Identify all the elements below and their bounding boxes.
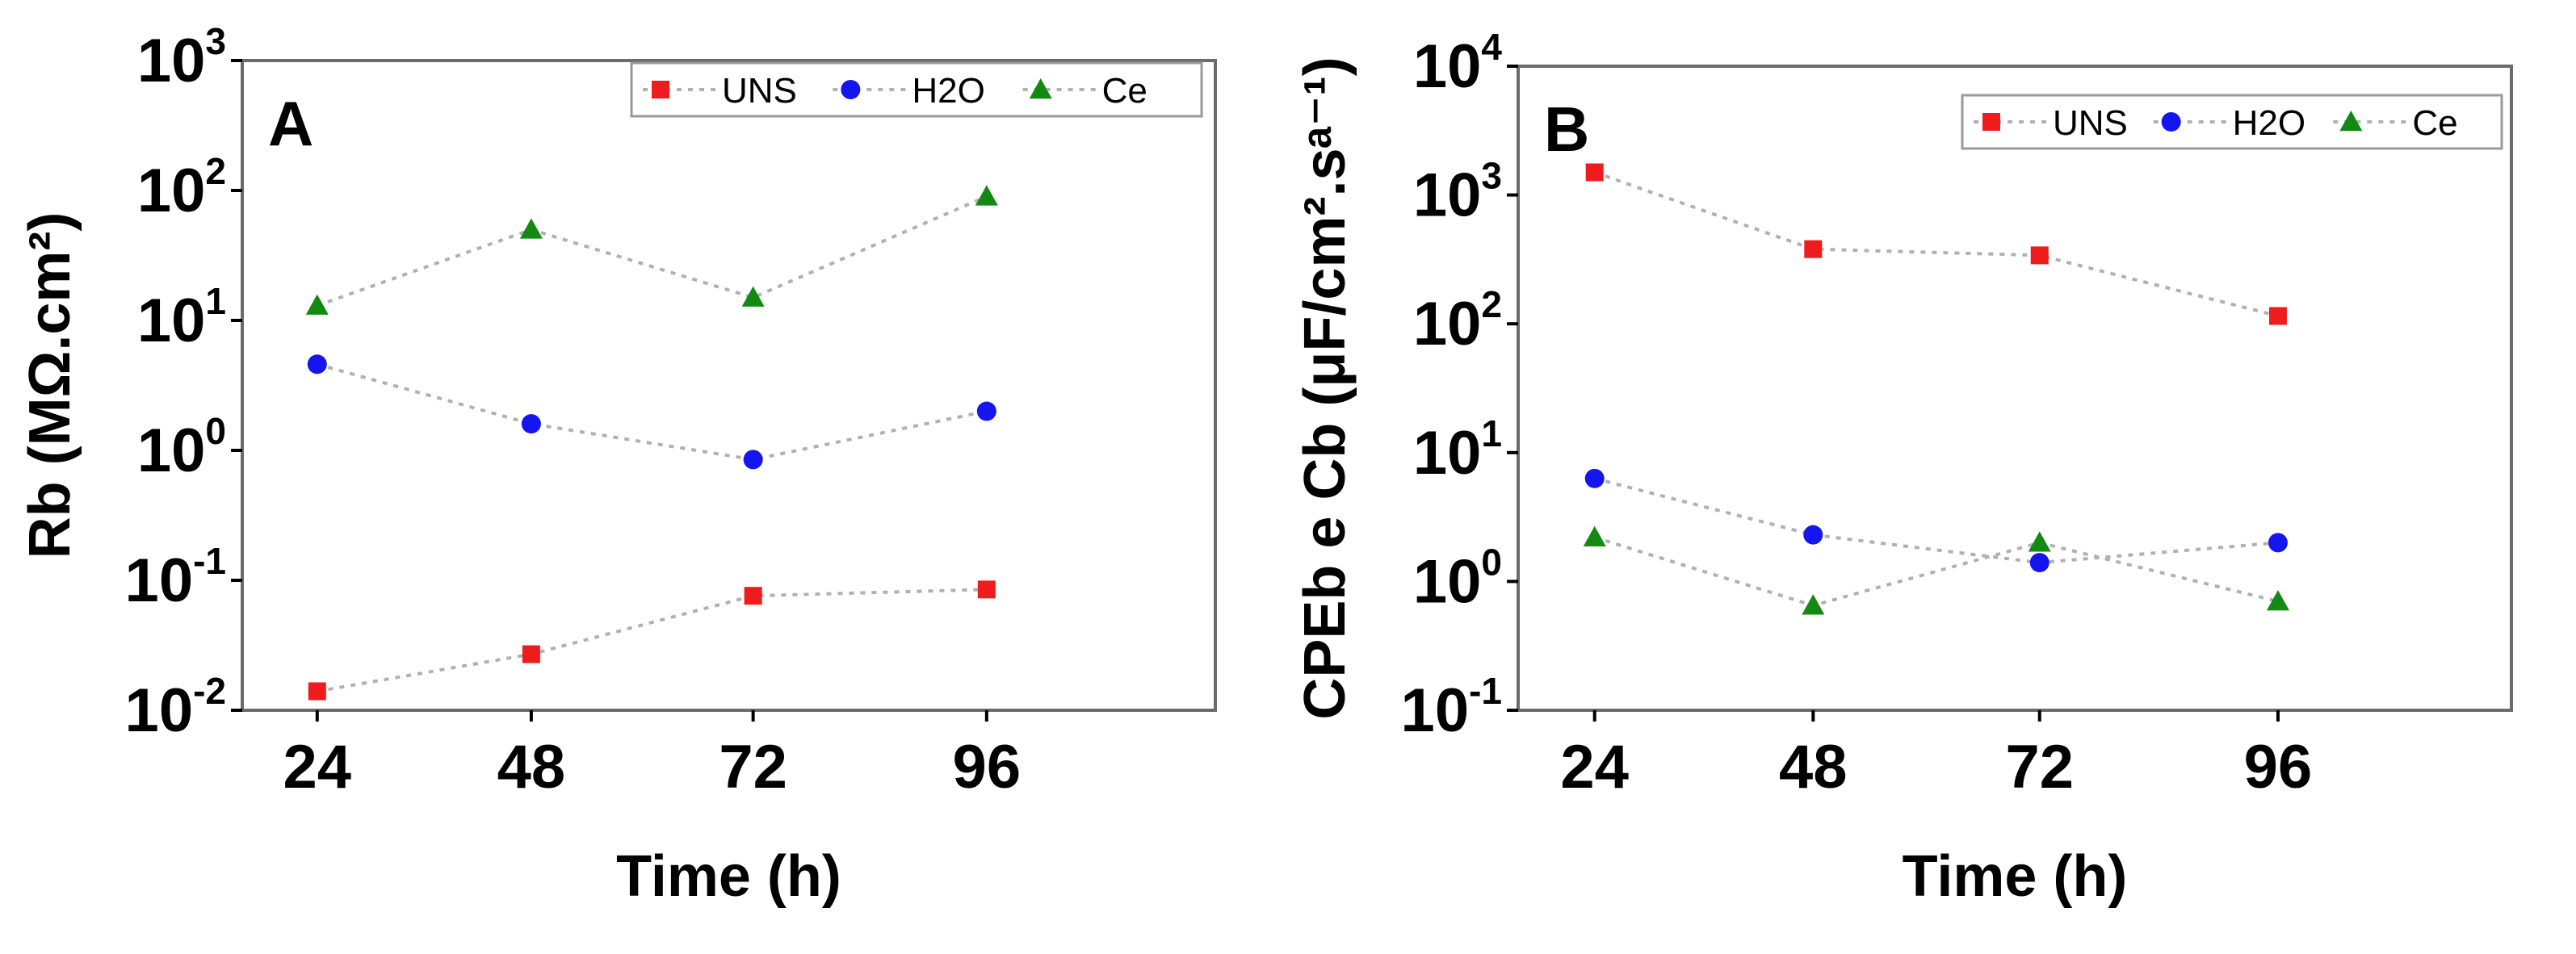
series-line-uns [317,588,987,693]
y-tick-label: 103 [1413,155,1502,230]
y-axis-title: CPEb e Cb (μF/cm².sᵃ⁻¹) [1293,56,1357,719]
legend-marker-uns [1982,113,2000,131]
legend-label-h2o: H2O [2233,103,2305,143]
y-tick-label: 101 [1413,412,1502,487]
legend-marker-h2o [2161,112,2181,132]
data-point-uns [977,580,996,599]
legend-marker-ce [1029,78,1052,99]
data-point-ce [519,218,543,239]
data-point-ce [305,294,329,315]
legend-marker-ce [2339,111,2363,132]
legend: UNS H2O Ce [630,61,1203,118]
data-point-uns [2268,307,2287,325]
x-tick-label: 72 [719,733,787,801]
legend-label-h2o: H2O [912,71,984,111]
data-point-ce [741,286,765,307]
plot-frame [241,59,1217,712]
x-tick-label: 72 [2005,733,2074,801]
x-tick-label: 24 [1560,733,1629,801]
plot-frame [1517,65,2513,712]
y-tick-label: 100 [137,410,226,485]
data-point-ce [1583,525,1606,546]
legend-box [630,61,1203,118]
data-point-ce [2266,590,2289,611]
chart-panel-b: 10-1 100 101 102 103 104 24 48 72 96 Time (h) CPEb … [1293,26,2513,909]
x-tick-label: 96 [953,733,1022,801]
data-point-uns [2030,246,2049,265]
data-point-h2o [1803,525,1823,545]
data-point-uns [1804,240,1823,258]
series-line-ce [317,195,988,308]
x-axis-title: Time (h) [616,844,841,909]
data-point-uns [522,645,540,663]
data-point-ce [975,185,998,206]
y-tick-label: 100 [1413,541,1502,616]
series-line-ce [1594,535,2279,608]
y-tick-label: 10-1 [1401,670,1502,745]
data-point-h2o [2268,533,2288,553]
data-point-h2o [1584,468,1605,488]
legend-label-ce: Ce [2412,103,2457,143]
panel-label: B [1544,94,1589,165]
series-line-h2o [1594,476,2279,565]
y-tick-label: 102 [1413,283,1502,358]
y-tick-label: 104 [1413,26,1503,101]
data-point-ce [1802,594,1825,615]
data-point-h2o [976,401,996,421]
y-tick-label: 10-1 [125,540,226,615]
y-tick-label: 10-2 [125,670,226,745]
legend-label-uns: UNS [722,71,797,111]
data-point-uns [1585,163,1604,182]
legend-label-ce: Ce [1102,71,1147,111]
data-point-h2o [743,450,763,470]
legend: UNS H2O Ce [1961,94,2503,150]
legend-box [1961,94,2503,150]
y-tick-label: 102 [137,150,226,225]
x-tick-label: 96 [2244,733,2313,801]
y-tick-label: 103 [137,20,226,95]
legend-marker-uns [652,81,669,98]
data-point-ce [2028,531,2051,552]
x-tick-label: 48 [1779,733,1848,801]
x-axis-title: Time (h) [1903,844,2128,909]
data-point-uns [744,587,762,605]
y-axis-title: Rb (MΩ.cm²) [18,212,82,559]
data-point-h2o [2029,553,2049,573]
legend-label-uns: UNS [2053,103,2128,143]
data-point-h2o [521,414,541,434]
x-tick-label: 24 [283,733,352,801]
series-line-h2o [317,362,988,462]
x-tick-label: 48 [497,733,566,801]
data-point-h2o [307,354,327,374]
legend-marker-h2o [841,80,861,99]
chart-panel-a: 10-2 10-1 100 101 102 103 24 48 72 96 Time (h) Rb (… [18,20,1217,909]
panel-label: A [268,88,313,159]
y-tick-label: 101 [137,280,226,355]
data-point-uns [308,682,326,701]
series-line-uns [1594,170,2279,318]
